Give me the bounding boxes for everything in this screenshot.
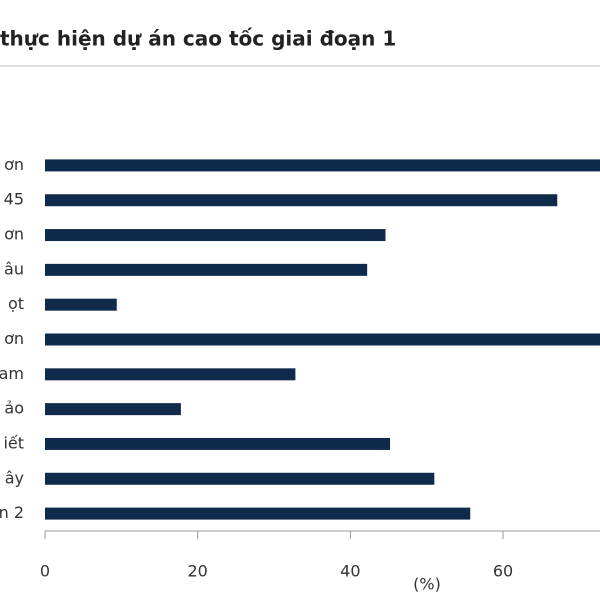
y-tick-label: ơn — [4, 329, 24, 348]
x-tick-label: 0 — [40, 562, 50, 581]
bar — [45, 437, 391, 450]
y-tick-label: n 2 — [0, 503, 24, 522]
bar — [45, 229, 386, 242]
y-tick-label: 45 — [4, 190, 24, 209]
bar — [45, 472, 435, 485]
x-tick-label: 40 — [340, 562, 360, 581]
bar — [45, 403, 181, 416]
y-tick-label: ọt — [8, 294, 24, 313]
bar — [45, 159, 600, 172]
bar — [45, 194, 558, 207]
y-tick-label: ơn — [4, 155, 24, 174]
bar — [45, 298, 117, 311]
bar — [45, 507, 471, 520]
y-tick-label: iết — [3, 433, 24, 452]
x-axis-label: (%) — [413, 575, 441, 594]
bars — [45, 159, 600, 520]
y-tick-label: ảo — [4, 399, 24, 418]
chart-title: thực hiện dự án cao tốc giai đoạn 1 — [0, 27, 396, 51]
y-tick-label: ây — [5, 468, 24, 487]
y-tick-label: am — [0, 364, 24, 383]
bar — [45, 263, 368, 276]
bar — [45, 368, 296, 381]
y-tick-label: ơn — [4, 225, 24, 244]
x-tick-label: 20 — [188, 562, 208, 581]
x-tick-label: 60 — [493, 562, 513, 581]
bar — [45, 333, 600, 346]
y-tick-label: âu — [4, 259, 24, 278]
